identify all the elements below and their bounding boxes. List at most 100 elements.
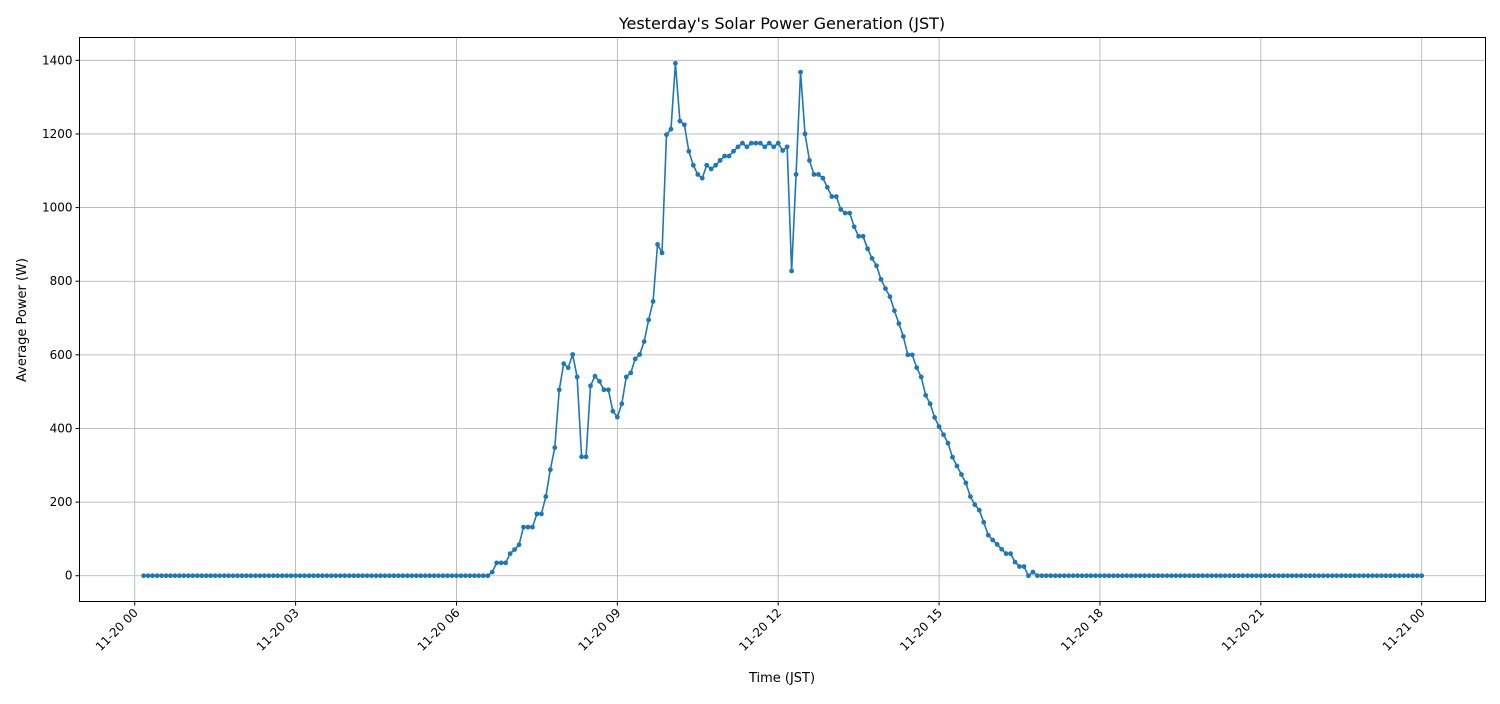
- data-point: [302, 573, 307, 579]
- data-point: [735, 144, 741, 150]
- data-point: [1392, 573, 1398, 579]
- data-point: [668, 126, 674, 132]
- data-point: [480, 573, 486, 579]
- data-point: [1222, 573, 1228, 579]
- data-point: [1102, 573, 1107, 579]
- data-point: [1307, 573, 1313, 579]
- data-point: [1298, 573, 1304, 579]
- data-point: [1008, 551, 1013, 557]
- data-point: [1017, 564, 1022, 569]
- data-point: [1289, 573, 1295, 579]
- data-point: [248, 573, 254, 579]
- data-point: [221, 573, 227, 579]
- data-point: [883, 286, 888, 291]
- data-point: [208, 573, 214, 579]
- data-point: [1204, 573, 1210, 579]
- data-point: [1151, 573, 1156, 579]
- data-point: [181, 573, 187, 579]
- y-axis-label: Average Power (W): [15, 258, 30, 382]
- data-point: [1186, 573, 1192, 579]
- data-point: [1396, 573, 1402, 579]
- data-point: [190, 573, 196, 579]
- data-point: [261, 573, 267, 579]
- data-point: [784, 144, 790, 150]
- data-point: [664, 132, 669, 138]
- data-point: [1075, 573, 1081, 579]
- data-point: [324, 573, 330, 579]
- data-point: [239, 573, 245, 579]
- data-point: [485, 573, 491, 579]
- data-point: [959, 472, 964, 477]
- y-tick-label: 1000: [42, 201, 73, 215]
- data-point: [440, 573, 446, 579]
- data-point: [1030, 569, 1036, 575]
- data-point: [869, 255, 875, 261]
- data-point: [945, 440, 951, 446]
- data-point: [1169, 573, 1174, 579]
- data-point: [436, 573, 441, 579]
- data-point: [512, 547, 517, 552]
- data-point: [1370, 573, 1375, 579]
- data-point: [1410, 573, 1416, 579]
- data-point: [1213, 573, 1219, 579]
- data-point: [445, 573, 450, 579]
- data-point: [431, 573, 437, 579]
- data-point: [270, 573, 276, 579]
- data-point: [1155, 573, 1161, 579]
- data-point: [1227, 573, 1232, 579]
- x-tick-label: 11-21 00: [1380, 606, 1428, 654]
- data-point: [950, 454, 955, 460]
- data-point: [1003, 551, 1009, 557]
- data-point: [1401, 573, 1407, 579]
- data-point: [887, 294, 893, 300]
- data-point: [1249, 573, 1255, 579]
- data-point: [1106, 573, 1112, 579]
- data-point: [1088, 573, 1094, 579]
- x-tick-label: 11-20 06: [415, 606, 463, 654]
- data-point: [1119, 573, 1125, 579]
- data-point: [1352, 573, 1358, 579]
- chart-title: Yesterday's Solar Power Generation (JST): [618, 14, 945, 33]
- data-point: [994, 542, 1000, 547]
- data-point: [252, 573, 258, 579]
- y-tick-label: 400: [50, 421, 73, 435]
- x-tick-label: 11-20 09: [575, 606, 623, 654]
- data-point: [704, 162, 710, 168]
- data-point: [257, 573, 263, 579]
- data-point: [1021, 564, 1027, 569]
- data-point: [387, 573, 392, 579]
- data-point: [498, 560, 504, 566]
- data-point: [726, 153, 732, 159]
- data-point: [860, 233, 866, 239]
- x-axis-label: Time (JST): [748, 671, 815, 686]
- data-point: [798, 69, 803, 75]
- data-point: [284, 573, 290, 579]
- y-tick-label: 0: [65, 569, 73, 583]
- data-point: [315, 573, 321, 579]
- data-point: [614, 414, 620, 420]
- data-point: [320, 573, 325, 579]
- y-tick-label: 600: [50, 348, 73, 362]
- data-point: [565, 365, 571, 371]
- data-point: [1128, 573, 1134, 579]
- data-point: [606, 387, 611, 393]
- data-point: [1236, 573, 1241, 579]
- data-point: [1160, 573, 1165, 579]
- data-point: [757, 140, 763, 146]
- data-point: [337, 573, 343, 579]
- data-point: [646, 317, 652, 323]
- data-point: [1338, 573, 1344, 579]
- data-point: [1347, 573, 1353, 579]
- data-point: [601, 387, 607, 393]
- data-point: [807, 158, 812, 163]
- data-point: [592, 373, 598, 379]
- data-point: [713, 162, 719, 168]
- data-point: [681, 122, 687, 128]
- data-point: [538, 511, 544, 517]
- data-point: [824, 184, 830, 190]
- data-point: [530, 524, 535, 530]
- data-point: [905, 352, 911, 358]
- data-point: [1209, 573, 1215, 579]
- data-point: [1137, 573, 1143, 579]
- data-point: [1258, 573, 1264, 579]
